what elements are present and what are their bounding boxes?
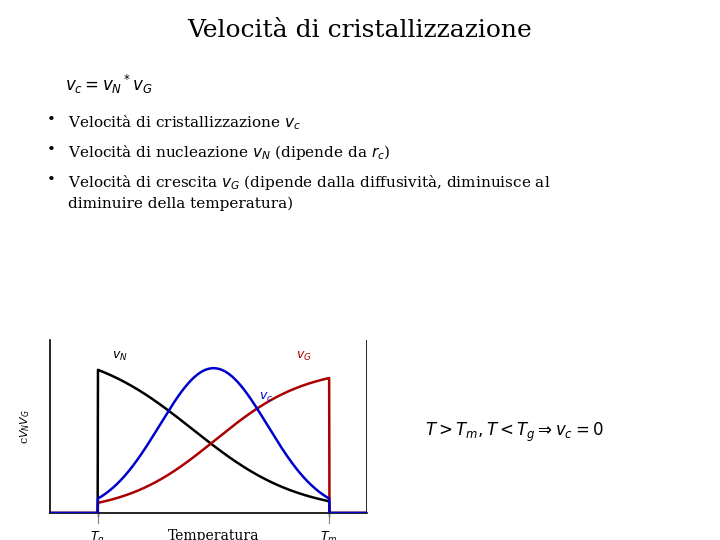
- Text: •: •: [47, 143, 55, 157]
- Text: diminuire della temperatura): diminuire della temperatura): [68, 197, 294, 212]
- Text: $v_N$: $v_N$: [112, 350, 128, 363]
- Text: $v_c = v_N {}^*v_G$: $v_c = v_N {}^*v_G$: [65, 73, 153, 96]
- Text: $T_m$: $T_m$: [320, 529, 338, 540]
- Text: •: •: [47, 173, 55, 187]
- Text: Temperatura: Temperatura: [168, 529, 259, 540]
- Text: Velocità di cristallizzazione: Velocità di cristallizzazione: [188, 19, 532, 42]
- Text: $v_c$: $v_c$: [259, 392, 274, 404]
- Text: $v_G$: $v_G$: [296, 350, 312, 363]
- Text: $T > T_m , T < T_g \Rightarrow v_c = 0$: $T > T_m , T < T_g \Rightarrow v_c = 0$: [425, 421, 603, 443]
- Text: Velocità di cristallizzazione $v_c$: Velocità di cristallizzazione $v_c$: [68, 113, 302, 132]
- Text: Velocità di crescita $v_G$ (dipende dalla diffusività, diminuisce al: Velocità di crescita $v_G$ (dipende dall…: [68, 173, 551, 192]
- Text: Velocità di nucleazione $v_N$ (dipende da $r_c$): Velocità di nucleazione $v_N$ (dipende d…: [68, 143, 391, 162]
- Text: •: •: [47, 113, 55, 127]
- Text: c$V_N$$V_G$: c$V_N$$V_G$: [18, 409, 32, 444]
- Text: $T_g$: $T_g$: [91, 529, 105, 540]
